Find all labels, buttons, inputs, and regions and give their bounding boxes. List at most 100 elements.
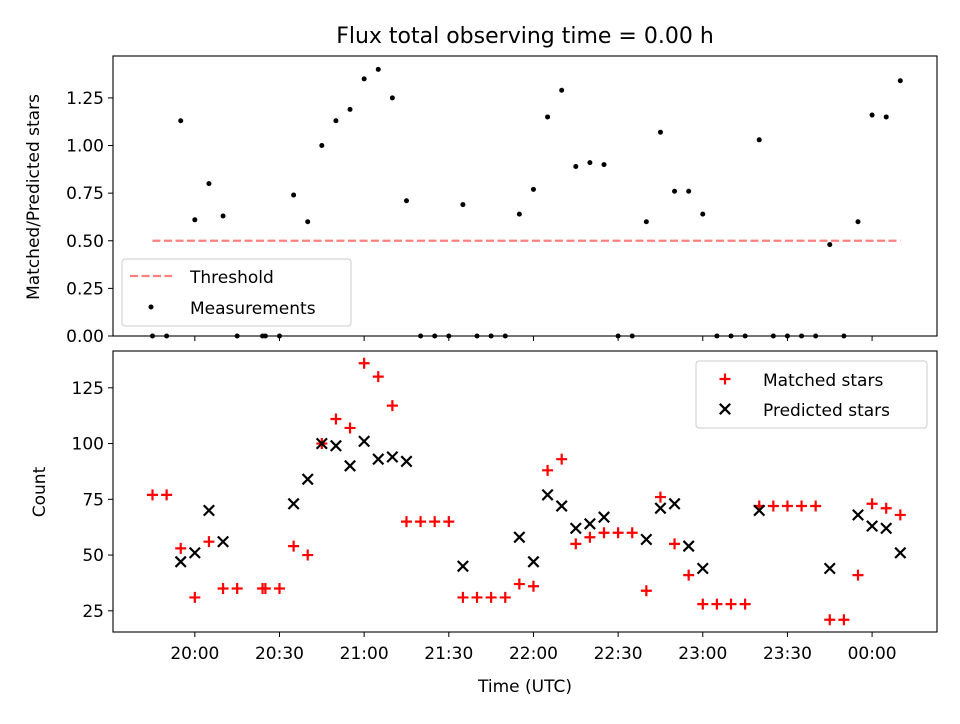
matched-star-point [386,400,398,412]
top-axes: 0.00 0.25 0.50 0.75 1.00 1.25 [66,55,938,347]
bottom-plot-marks [147,357,907,626]
x-tick-label: 22:00 [509,644,558,664]
legend-threshold-label: Threshold [189,268,274,288]
predicted-star-point [654,502,667,515]
ratio-panel: Flux total observing time = 0.00 h Match… [24,24,938,347]
predicted-star-point [188,546,201,559]
matched-star-point [344,422,356,434]
matched-star-point [231,583,243,595]
matched-star-point [711,598,723,610]
measurement-point [333,118,339,124]
matched-star-point [767,500,779,512]
measurement-point [601,162,607,168]
matched-star-point [259,583,271,595]
x-axis-label: Time (UTC) [477,677,572,697]
x-tick-label: 00:00 [848,644,897,664]
predicted-star-point [823,562,836,575]
x-tick-label: 21:00 [340,644,389,664]
matched-star-point [147,489,159,501]
predicted-star-point [456,560,469,573]
predicted-star-point [174,555,187,568]
matched-star-point [302,549,314,561]
predicted-star-point [329,439,342,452]
x-tick-label: 20:30 [255,644,304,664]
matched-star-point [471,591,483,603]
measurement-point [375,66,381,72]
measurement-point [220,213,226,219]
bottom-y-tick-label: 25 [82,602,104,622]
bottom-y-tick-label: 100 [72,435,104,455]
predicted-star-point [696,562,709,575]
predicted-star-point [682,540,695,553]
matched-star-point [527,580,539,592]
measurement-point [347,106,353,112]
matched-star-point [584,531,596,543]
matched-star-point [654,491,666,503]
x-tick-label: 23:30 [763,644,812,664]
measurement-point [291,192,297,198]
predicted-star-point [315,437,328,450]
top-axes-frame [112,55,938,337]
matched-star-point [542,464,554,476]
top-legend: Threshold Measurements [121,258,352,327]
legend-predicted-label: Predicted stars [763,401,890,421]
measurement-point [587,160,593,166]
measurement-point [559,87,565,93]
predicted-star-point [880,522,893,535]
predicted-star-point [569,522,582,535]
measurement-point [516,211,522,217]
matched-star-point [626,527,638,539]
legend-matched-label: Matched stars [763,371,883,391]
measurement-point [206,181,212,187]
predicted-star-point [287,497,300,510]
predicted-star-point [598,511,610,524]
matched-star-point [781,500,793,512]
measurement-point [700,211,706,217]
matched-star-point [443,516,455,528]
measurement-point [672,188,678,194]
measurement-point [178,118,184,124]
measurement-point [756,137,762,143]
measurement-point [319,143,325,149]
legend-measurement-swatch [148,304,154,310]
matched-star-point [852,569,864,581]
predicted-star-point [386,450,399,463]
top-legend-box [121,258,352,327]
matched-star-point [429,516,441,528]
matched-star-point [358,357,370,369]
predicted-star-point [217,535,230,548]
matched-star-point [273,583,285,595]
top-y-tick-label: 0.00 [66,327,104,347]
bottom-axes: 25 50 75 100 125 20:00 20:30 21:00 21:30 22:00 22:… [72,350,938,664]
x-tick-label: 22:30 [594,644,643,664]
predicted-star-point [358,435,371,448]
predicted-star-point [866,520,879,533]
predicted-star-point [852,508,864,521]
matched-star-point [499,591,511,603]
x-tick-label: 21:30 [424,644,473,664]
matched-star-point [400,516,412,528]
top-y-tick-label: 0.25 [66,279,104,299]
measurement-point [573,163,579,169]
matched-star-point [669,538,681,550]
measurement-point [361,76,367,82]
bottom-y-tick-label: 75 [82,490,104,510]
measurement-point [686,188,692,194]
predicted-star-point [894,546,907,559]
matched-star-point [203,536,215,548]
legend-predicted-swatch [719,403,731,415]
matched-star-point [683,569,695,581]
measurement-point [883,114,889,120]
matched-star-point [556,453,568,465]
measurement-point [305,219,311,225]
top-y-tick-label: 1.00 [66,137,104,157]
measurement-point [403,198,409,204]
bottom-y-axis-label: Count [30,466,50,517]
legend-matched-swatch [719,373,731,385]
matched-star-point [330,413,342,425]
measurement-point [460,202,466,208]
matched-star-point [796,500,808,512]
predicted-star-point [202,504,215,517]
